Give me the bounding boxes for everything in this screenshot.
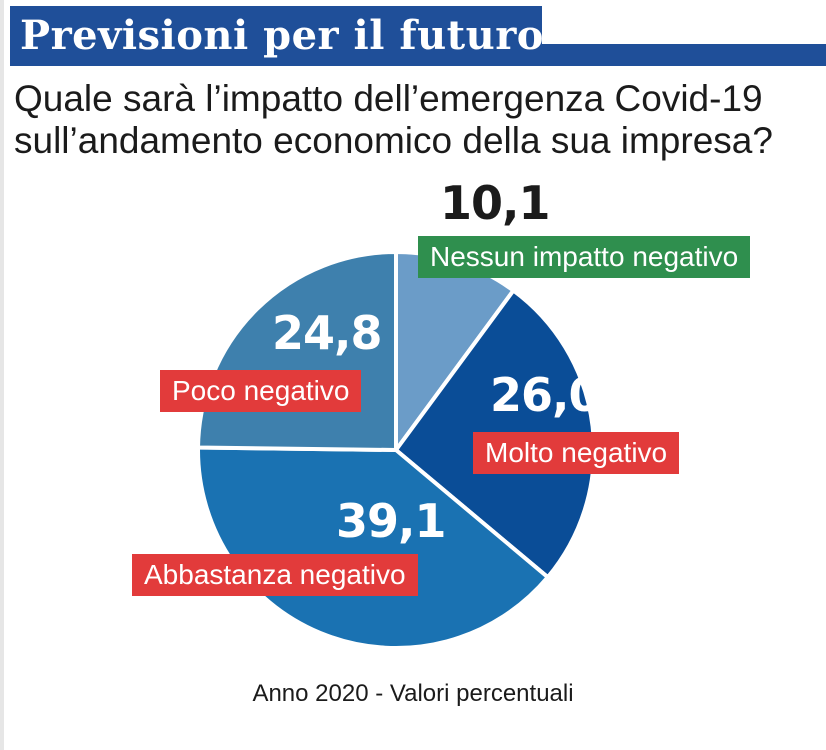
value-abbastanza-negativo: 39,1: [336, 494, 446, 548]
label-molto-negativo: Molto negativo: [473, 432, 680, 474]
question-line-2: sull’andamento economico della sua impre…: [14, 120, 773, 161]
header: Previsioni per il futuro: [0, 0, 826, 70]
label-nessun-impatto: Nessun impatto negativo: [418, 236, 751, 278]
header-title-box: [10, 6, 542, 66]
question: Quale sarà l’impatto dell’emergenza Covi…: [14, 78, 814, 162]
footer-note: Anno 2020 - Valori percentuali: [252, 680, 574, 707]
header-rule: [542, 44, 826, 66]
header-whitespace: [542, 0, 826, 44]
value-molto-negativo: 26,0: [490, 368, 600, 422]
value-nessun-impatto: 10,1: [440, 176, 550, 230]
question-line-1: Quale sarà l’impatto dell’emergenza Covi…: [14, 78, 763, 119]
label-poco-negativo: Poco negativo: [160, 370, 362, 412]
label-abbastanza-negativo: Abbastanza negativo: [132, 554, 418, 596]
frame-border: [0, 0, 4, 750]
slice-abbastanza-negativo: [196, 445, 550, 651]
value-poco-negativo: 24,8: [272, 306, 382, 360]
page-title: Previsioni per il futuro: [20, 12, 544, 59]
